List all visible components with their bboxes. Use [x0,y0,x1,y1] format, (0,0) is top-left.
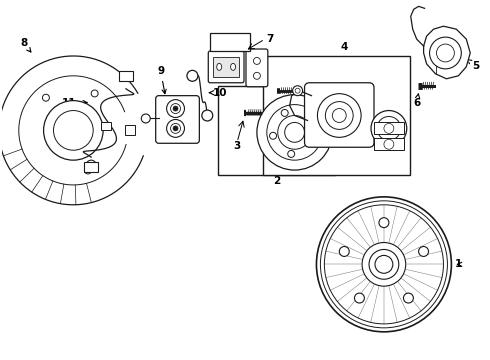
Circle shape [173,126,178,131]
Circle shape [171,123,180,133]
Text: 1: 1 [455,259,462,269]
Circle shape [430,37,461,69]
Circle shape [253,72,260,79]
Circle shape [379,218,389,228]
Circle shape [418,247,429,256]
Text: 10: 10 [209,88,227,98]
Bar [374,122,404,134]
Text: 3: 3 [233,141,241,151]
Circle shape [253,58,260,64]
Circle shape [167,100,184,117]
Circle shape [293,86,302,96]
Circle shape [257,95,332,170]
Circle shape [384,123,394,133]
Bar [84,162,98,172]
FancyBboxPatch shape [305,83,374,147]
Circle shape [171,104,180,113]
Bar [210,33,250,51]
Polygon shape [424,26,470,79]
Circle shape [339,247,349,256]
Circle shape [267,105,322,160]
Ellipse shape [217,63,221,70]
Circle shape [318,94,361,137]
Circle shape [377,117,401,140]
Circle shape [354,293,365,303]
Circle shape [270,132,276,139]
Circle shape [141,114,150,123]
Bar [213,57,239,77]
Circle shape [202,110,213,121]
Text: 5: 5 [467,59,480,71]
Circle shape [285,122,305,142]
Text: 2: 2 [273,176,280,186]
Text: 4: 4 [341,42,348,52]
Bar [119,71,133,81]
Circle shape [437,44,454,62]
Circle shape [403,293,414,303]
Circle shape [384,139,394,149]
Circle shape [325,102,353,129]
Circle shape [278,116,312,149]
Bar [101,122,111,130]
Circle shape [86,160,96,170]
Text: 8: 8 [20,38,31,52]
Polygon shape [0,56,143,205]
FancyBboxPatch shape [246,49,268,87]
Text: 11: 11 [62,98,87,108]
Circle shape [167,120,184,137]
Circle shape [332,109,346,122]
Circle shape [187,70,198,81]
Circle shape [84,167,92,174]
Circle shape [44,100,103,160]
Circle shape [173,106,178,111]
Circle shape [53,111,93,150]
Bar [218,86,335,175]
FancyBboxPatch shape [208,51,244,83]
Bar [263,56,410,175]
Text: 7: 7 [266,34,273,44]
Text: 6: 6 [413,94,420,108]
Circle shape [371,111,407,146]
Circle shape [288,150,294,157]
Ellipse shape [231,63,236,70]
Bar [374,138,404,150]
Circle shape [307,113,314,120]
Circle shape [311,139,318,146]
Circle shape [43,94,49,101]
Bar [125,125,135,135]
FancyBboxPatch shape [156,96,199,143]
Circle shape [91,90,98,97]
Circle shape [281,109,288,116]
Text: 9: 9 [157,66,166,94]
